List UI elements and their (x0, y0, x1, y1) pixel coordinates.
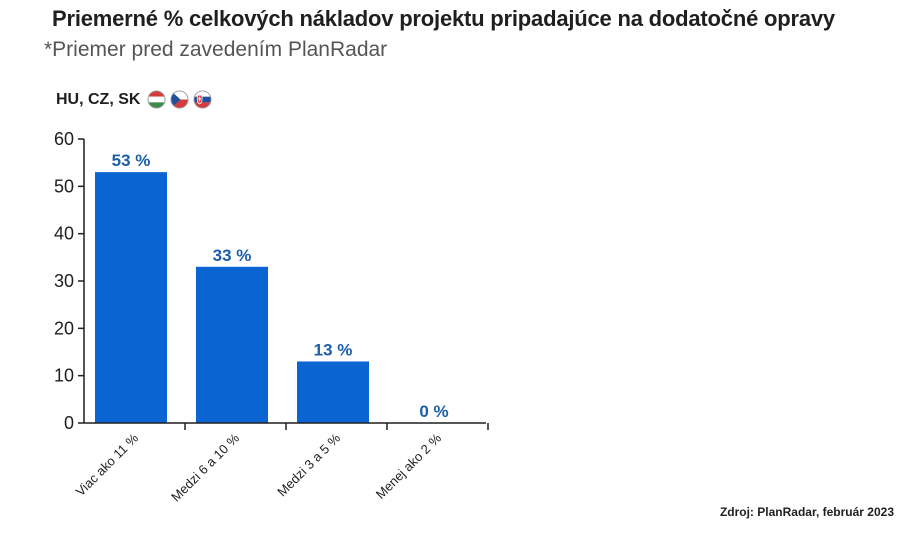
y-tick-label: 50 (54, 176, 74, 196)
y-tick-label: 10 (54, 366, 74, 386)
y-tick-label: 60 (54, 129, 74, 149)
bar-0 (95, 172, 167, 423)
y-axis: 0 10 20 30 40 50 60 (54, 129, 85, 433)
hungary-flag-icon (147, 90, 166, 109)
data-label-0: 53 % (112, 151, 151, 170)
bar-2 (297, 361, 369, 423)
region-indicator: HU, CZ, SK (56, 90, 216, 109)
source-note: Zdroj: PlanRadar, február 2023 (719, 505, 894, 519)
x-axis: Viac ako 11 % Medzi 6 a 10 % Medzi 3 a 5 %… (73, 422, 489, 504)
data-label-3: 0 % (419, 402, 448, 421)
region-label: HU, CZ, SK (56, 90, 141, 108)
slovakia-flag-icon (193, 90, 212, 109)
chart-title: Priemerné % celkových nákladov projektu … (52, 6, 835, 31)
data-labels: 53 % 33 % 13 % 0 % (112, 151, 449, 421)
chart-subtitle: *Priemer pred zavedením PlanRadar (44, 38, 388, 61)
data-label-1: 33 % (213, 246, 252, 265)
y-tick-label: 0 (64, 413, 74, 433)
x-tick-label: Medzi 6 a 10 % (168, 430, 242, 504)
czech-flag-icon (170, 90, 189, 109)
y-tick-label: 20 (54, 318, 74, 338)
x-tick-label: Medzi 3 a 5 % (274, 430, 343, 499)
x-tick-label: Viac ako 11 % (73, 430, 142, 499)
y-tick-label: 30 (54, 271, 74, 291)
bar-1 (196, 266, 268, 423)
y-tick-label: 40 (54, 224, 74, 244)
x-tick-label: Menej ako 2 % (373, 430, 445, 502)
data-label-2: 13 % (314, 340, 353, 359)
bars (95, 172, 369, 423)
